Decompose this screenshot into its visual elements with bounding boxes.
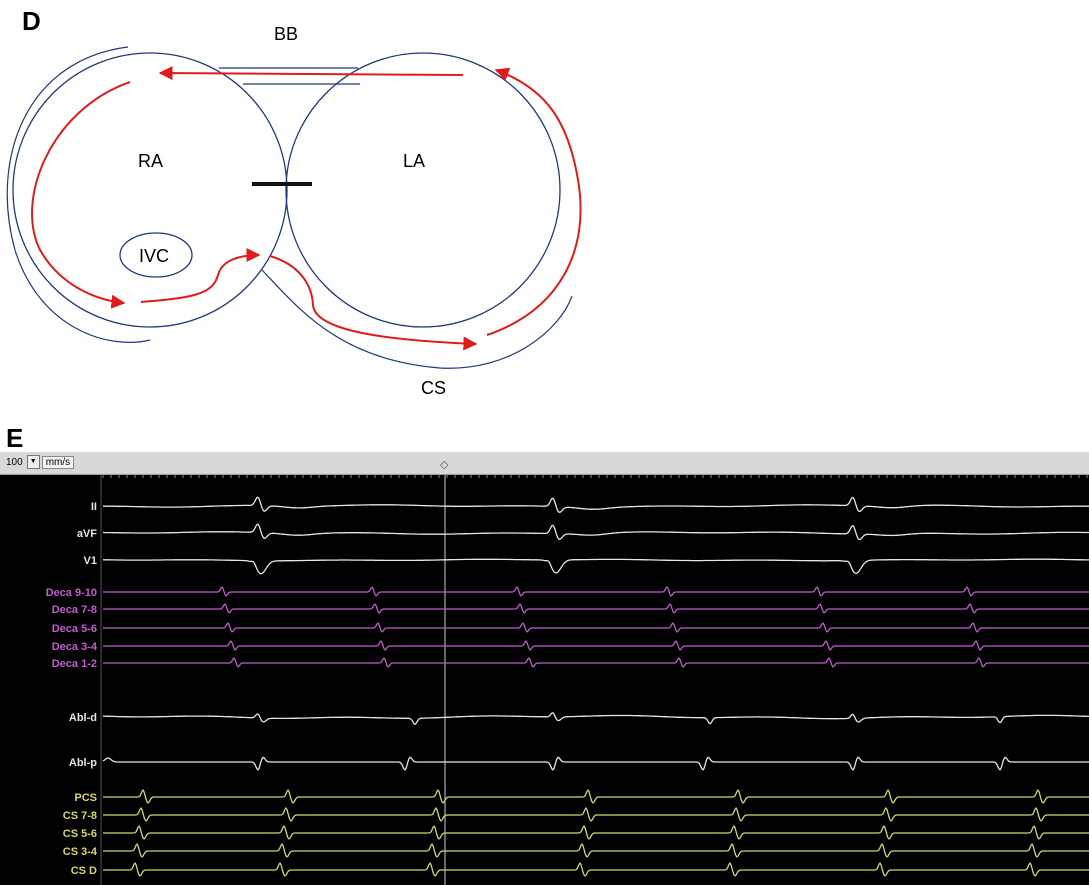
panel-letter-d: D xyxy=(22,6,41,36)
channel-trace xyxy=(103,842,1089,858)
label-cs: CS xyxy=(421,378,446,398)
channel-label: Deca 1-2 xyxy=(52,658,97,670)
label-ivc: IVC xyxy=(139,246,169,266)
label-bb: BB xyxy=(274,24,298,44)
channel-label: Abl-d xyxy=(69,712,97,724)
channel-trace xyxy=(103,496,1089,513)
chevron-down-icon[interactable]: ▼ xyxy=(26,455,40,469)
channel-label: Deca 9-10 xyxy=(46,587,97,599)
channel-trace xyxy=(102,558,1089,575)
channel-trace xyxy=(103,622,1089,633)
channel-trace xyxy=(102,756,1089,771)
arrow-ra-lateral-descent xyxy=(31,81,131,309)
channel-trace xyxy=(103,640,1089,651)
channel-label: aVF xyxy=(77,528,97,540)
channel-label: Deca 5-6 xyxy=(52,623,97,635)
channel-label: CS 3-4 xyxy=(63,846,98,858)
recording-toolbar: 100 ▼ mm/s ◇ xyxy=(0,452,1089,475)
arrow-la-to-ra-roof xyxy=(158,66,464,81)
channel-trace xyxy=(103,861,1089,877)
channel-trace xyxy=(103,806,1089,822)
ra-outer-contour xyxy=(6,46,151,343)
channel-label: CS 5-6 xyxy=(63,828,97,840)
electrogram-traces: II aVF V1 Deca 9-10 Deca 7-8 Deca 5-6 Deca 3-4… xyxy=(46,474,1089,885)
time-ticks xyxy=(102,474,1088,478)
channel-trace xyxy=(103,712,1089,726)
electrogram-recording: II aVF V1 Deca 9-10 Deca 7-8 Deca 5-6 Deca 3-4… xyxy=(0,452,1089,885)
channel-trace xyxy=(103,788,1089,804)
channel-trace xyxy=(103,657,1089,668)
sweep-speed-value[interactable]: 100 xyxy=(6,456,23,468)
channel-trace xyxy=(103,603,1089,614)
cursor-handle-icon[interactable]: ◇ xyxy=(440,459,449,471)
label-la: LA xyxy=(403,151,425,171)
arrow-la-lateral-ascent xyxy=(486,67,582,336)
atrial-diagram: BB RA LA IVC CS xyxy=(6,24,582,398)
channel-label: V1 xyxy=(84,555,97,567)
channel-label: PCS xyxy=(74,792,97,804)
sweep-speed-unit: mm/s xyxy=(41,455,75,469)
ivc-ellipse xyxy=(119,232,193,278)
arrow-cs-septal-to-lateral xyxy=(269,255,478,351)
label-ra: RA xyxy=(138,151,163,171)
ra-circle xyxy=(12,52,288,328)
channel-trace xyxy=(103,523,1089,541)
channel-label: Deca 3-4 xyxy=(52,641,98,653)
arrow-ra-floor-to-septum xyxy=(140,248,261,303)
channel-trace xyxy=(103,586,1089,597)
panel-letter-e: E xyxy=(6,423,24,453)
channel-label: II xyxy=(91,501,97,513)
channel-label: Abl-p xyxy=(69,757,97,769)
channel-label: CS D xyxy=(71,865,97,877)
la-circle xyxy=(285,52,561,328)
channel-label: CS 7-8 xyxy=(63,810,97,822)
channel-trace xyxy=(103,824,1089,840)
channel-label: Deca 7-8 xyxy=(52,604,97,616)
sweep-speed-control: 100 ▼ mm/s xyxy=(4,455,75,469)
cs-outer-contour xyxy=(261,269,573,369)
